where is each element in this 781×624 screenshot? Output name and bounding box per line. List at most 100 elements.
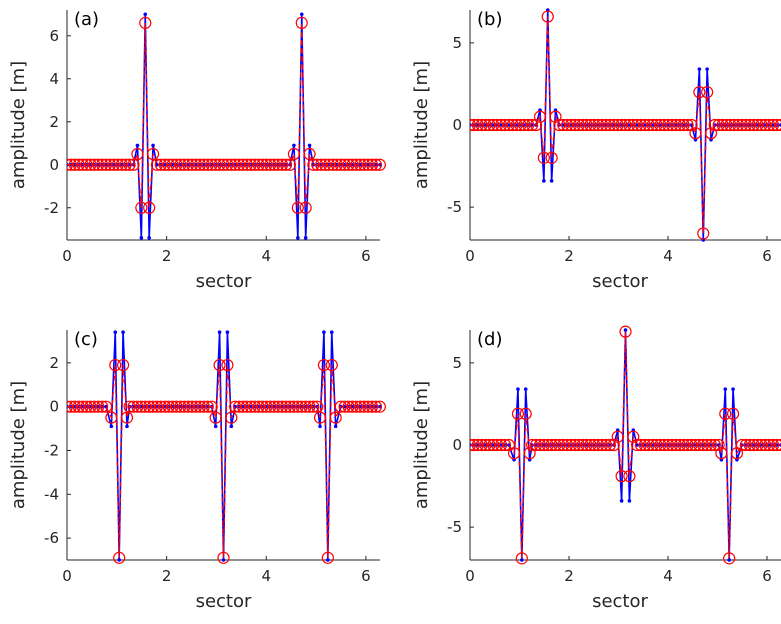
series-blue-point bbox=[119, 162, 124, 167]
series-blue-point bbox=[705, 67, 709, 71]
series-red-marker bbox=[260, 400, 273, 413]
series-blue-point bbox=[549, 443, 554, 447]
series-red-marker bbox=[338, 400, 351, 413]
series-blue-point bbox=[112, 162, 116, 167]
series-red-marker bbox=[354, 400, 367, 413]
series-blue-point bbox=[569, 123, 573, 127]
series-blue-point bbox=[623, 328, 628, 332]
series-blue-point bbox=[483, 123, 488, 127]
series-red-marker bbox=[545, 438, 558, 452]
series-red-marker bbox=[654, 118, 667, 132]
series-red-marker bbox=[658, 118, 671, 132]
series-blue-point bbox=[88, 404, 93, 409]
series-red-marker bbox=[264, 158, 277, 171]
series-blue-point bbox=[530, 123, 534, 127]
series-red-marker bbox=[506, 118, 519, 132]
series-red-marker bbox=[139, 16, 152, 29]
x-tick-label: 6 bbox=[361, 567, 371, 585]
series-red-marker bbox=[170, 400, 183, 413]
series-red-marker bbox=[248, 400, 261, 413]
series-blue-point bbox=[523, 387, 528, 391]
series-red-marker bbox=[615, 118, 628, 132]
series-red-marker bbox=[143, 201, 156, 214]
series-blue-point bbox=[194, 162, 198, 167]
series-red-marker bbox=[759, 118, 772, 132]
series-red-marker bbox=[723, 552, 736, 565]
series-red-marker bbox=[338, 158, 351, 171]
series-red-marker bbox=[720, 118, 733, 132]
series-blue-point bbox=[135, 143, 140, 148]
series-blue-point bbox=[619, 123, 624, 127]
series-red-marker bbox=[135, 400, 148, 413]
series-red-marker bbox=[236, 158, 250, 171]
series-red-marker bbox=[470, 438, 477, 452]
series-red-marker bbox=[735, 438, 749, 452]
series-blue-point bbox=[342, 162, 347, 167]
series-red-marker bbox=[131, 400, 144, 413]
series-red-marker bbox=[515, 552, 528, 565]
series-red-marker bbox=[704, 438, 718, 452]
series-red-marker bbox=[669, 118, 683, 132]
x-tick-label: 2 bbox=[162, 567, 172, 585]
series-blue-point bbox=[689, 123, 694, 127]
series-blue-line bbox=[67, 14, 380, 238]
series-red-marker bbox=[592, 438, 605, 452]
y-tick-label: -2 bbox=[44, 199, 59, 217]
series-red-marker bbox=[186, 158, 199, 171]
series-blue-point bbox=[666, 123, 670, 127]
series-red-marker bbox=[619, 118, 632, 132]
y-tick-label: 5 bbox=[452, 354, 462, 372]
series-red-marker bbox=[662, 118, 675, 132]
series-red-marker bbox=[697, 227, 710, 240]
series-blue-point bbox=[318, 424, 322, 429]
series-red-marker bbox=[479, 438, 492, 452]
series-red-marker bbox=[650, 118, 663, 132]
series-red-marker bbox=[264, 400, 277, 413]
series-red-marker bbox=[307, 400, 320, 413]
panel-a: 0 2 4 6 -2 0 2 4 6 sector amplitude [m] (a) bbox=[8, 9, 386, 292]
series-red-marker bbox=[213, 158, 226, 171]
series-red-marker bbox=[743, 118, 756, 132]
series-red-marker bbox=[677, 118, 690, 132]
y-tick-label: 0 bbox=[452, 116, 462, 134]
series-blue-point bbox=[329, 330, 334, 334]
series-blue-point bbox=[516, 387, 520, 391]
series-red-marker bbox=[739, 438, 752, 452]
x-axis-label: sector bbox=[196, 271, 252, 292]
series-red-marker bbox=[221, 158, 234, 171]
series-red-marker bbox=[329, 411, 342, 424]
series-red-marker bbox=[630, 118, 644, 132]
series-red-marker bbox=[654, 438, 667, 452]
series-red-marker bbox=[726, 407, 740, 420]
series-red-marker bbox=[209, 158, 222, 171]
series-blue-point bbox=[284, 162, 288, 167]
series-blue-point bbox=[658, 123, 663, 127]
series-red-marker bbox=[80, 158, 93, 171]
series-red-marker bbox=[523, 447, 536, 460]
series-red-marker bbox=[100, 400, 113, 413]
series-red-marker bbox=[311, 400, 324, 413]
series-blue-point bbox=[763, 123, 768, 127]
series-red-marker bbox=[507, 447, 521, 460]
series-red-marker bbox=[763, 118, 776, 132]
series-red-marker bbox=[287, 400, 300, 413]
series-blue-point bbox=[592, 443, 597, 447]
series-red-marker bbox=[178, 158, 191, 171]
y-tick-label: 6 bbox=[49, 27, 59, 45]
y-tick-label: 4 bbox=[49, 70, 59, 88]
series-red-marker bbox=[109, 358, 122, 372]
series-red-marker bbox=[615, 470, 628, 483]
series-blue-point bbox=[342, 404, 347, 409]
series-red-marker bbox=[127, 400, 140, 413]
series-blue-point bbox=[627, 123, 632, 127]
series-red-marker bbox=[642, 118, 655, 132]
series-red-marker bbox=[685, 118, 698, 132]
series-red-marker bbox=[491, 438, 504, 452]
series-red-marker bbox=[369, 400, 383, 413]
series-blue-point bbox=[775, 443, 779, 447]
series-red-marker bbox=[638, 118, 651, 132]
series-blue-point bbox=[80, 162, 85, 167]
series-red-marker bbox=[256, 158, 269, 171]
series-red-marker bbox=[545, 151, 558, 164]
